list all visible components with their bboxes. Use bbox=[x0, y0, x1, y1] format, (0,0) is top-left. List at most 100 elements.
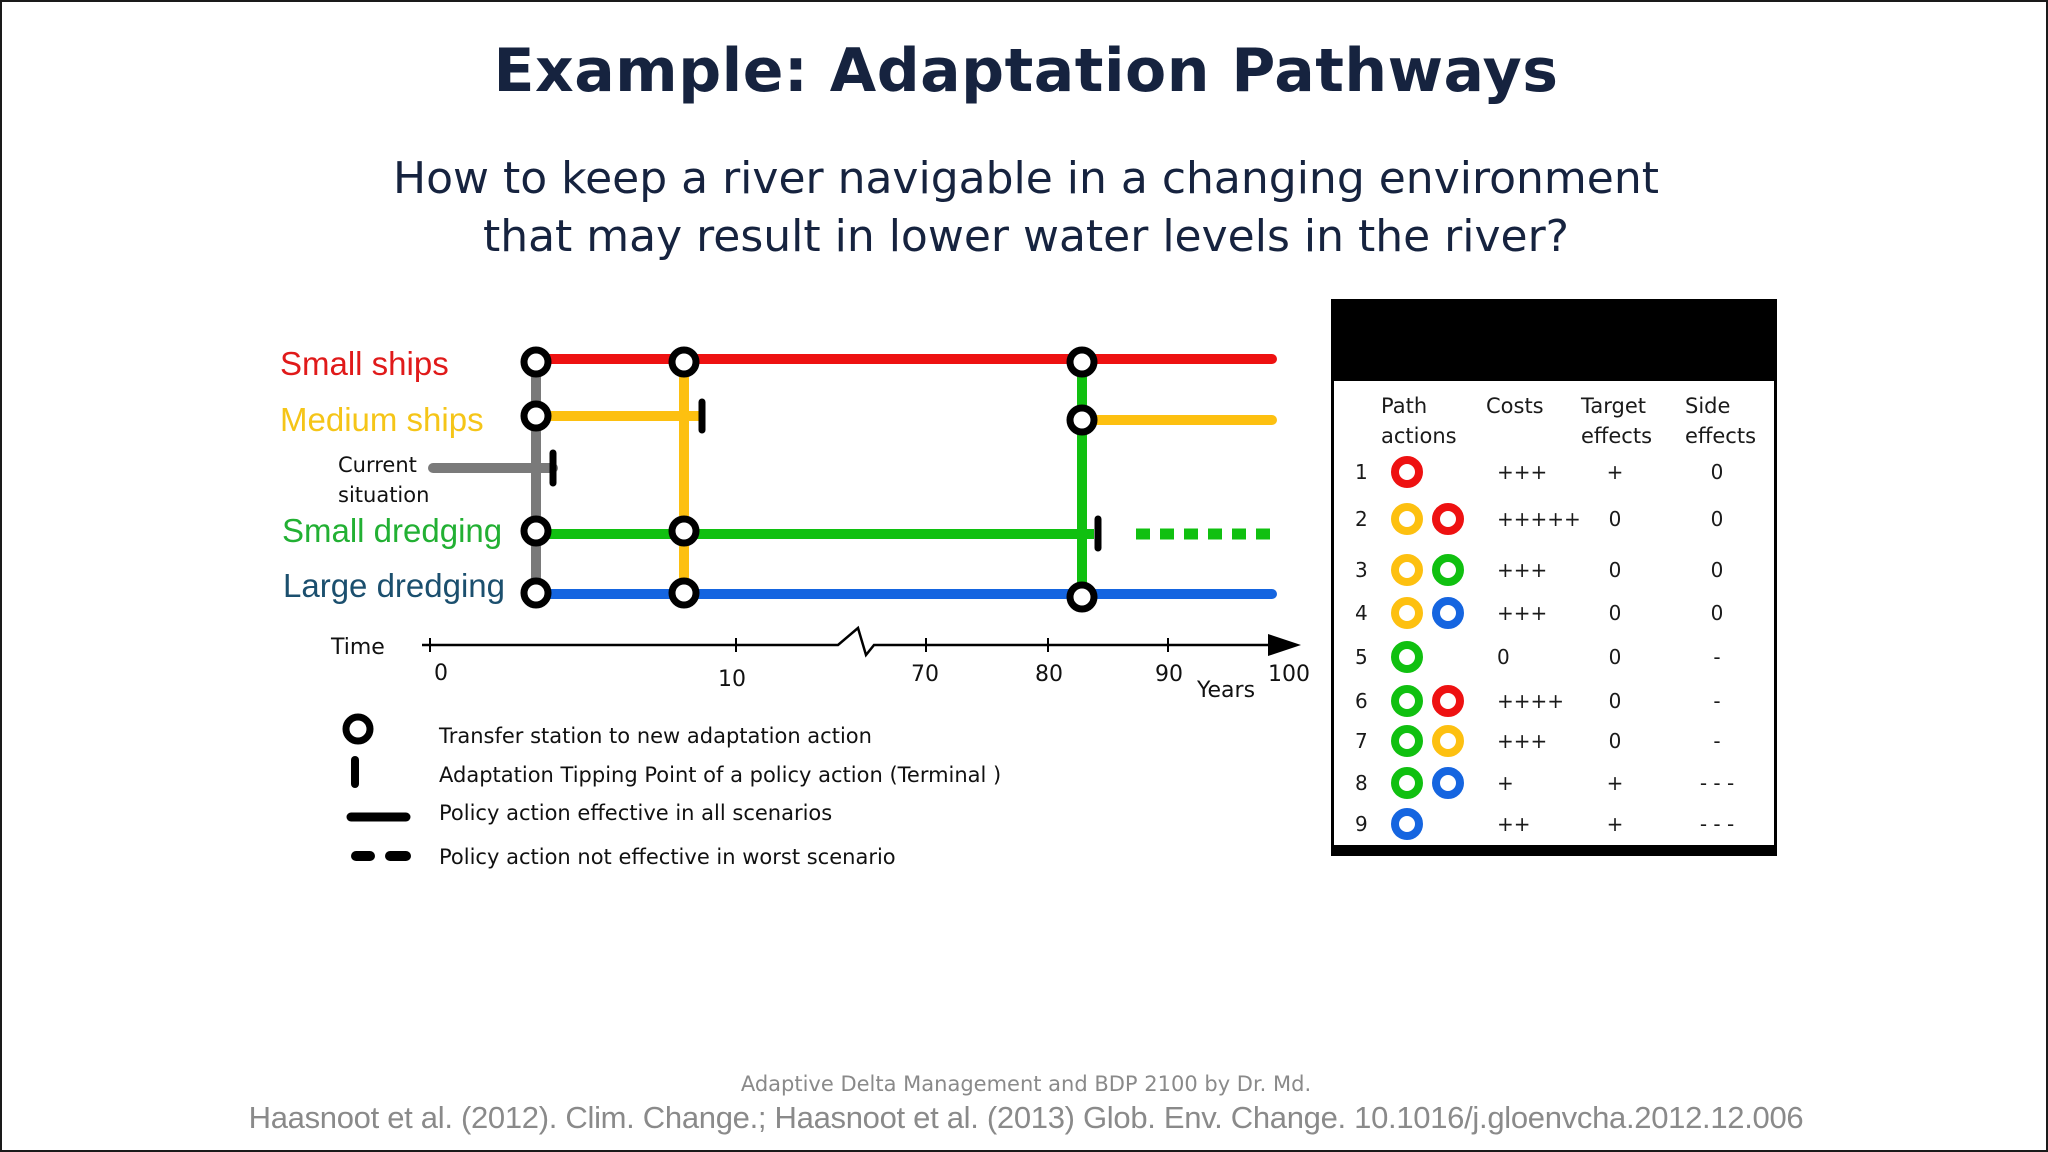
lane-label-small-dredging: Small dredging bbox=[282, 512, 502, 549]
table-row-number: 1 bbox=[1355, 460, 1368, 484]
legend-text: Transfer station to new adaptation actio… bbox=[438, 724, 872, 748]
table-row-number: 2 bbox=[1355, 507, 1368, 531]
table-header: Target bbox=[1580, 394, 1646, 418]
lane-label-medium-ships: Medium ships bbox=[280, 401, 484, 438]
axis-tick-label: 10 bbox=[718, 667, 746, 692]
transfer-station-circle bbox=[1066, 404, 1098, 436]
table-row-number: 8 bbox=[1355, 771, 1368, 795]
action-ring-large-dredging bbox=[1391, 808, 1423, 840]
action-ring-small-ships bbox=[1432, 685, 1464, 717]
time-axis-arrow bbox=[1268, 634, 1301, 656]
scorecard-panel: Path actions Costs Target effects Side effects… bbox=[1331, 299, 1777, 856]
time-axis-line bbox=[422, 625, 1272, 658]
table-cell-side: 0 bbox=[1711, 507, 1724, 531]
table-header: Path bbox=[1381, 394, 1427, 418]
table-header: effects bbox=[1685, 424, 1756, 448]
table-cell-target: 0 bbox=[1609, 645, 1622, 669]
lane-label-current-line-1: Current bbox=[338, 453, 417, 477]
table-row-number: 4 bbox=[1355, 601, 1368, 625]
table-cell-costs: +++ bbox=[1497, 601, 1547, 625]
transfer-station-circle-icon bbox=[342, 713, 374, 745]
action-ring-medium-ships bbox=[1391, 597, 1423, 629]
scorecard-header-bar bbox=[1331, 299, 1777, 381]
lane-label-current-line-2: situation bbox=[338, 483, 429, 507]
scorecard-table: Path actions Costs Target effects Side effects… bbox=[1355, 394, 1756, 840]
table-cell-side: 0 bbox=[1711, 558, 1724, 582]
table-header: Side bbox=[1685, 394, 1730, 418]
footer-reference: Haasnoot et al. (2012). Clim. Change.; H… bbox=[248, 1100, 1804, 1135]
footer-course: Adaptive Delta Management and BDP 2100 b… bbox=[740, 1072, 1312, 1096]
table-cell-target: 0 bbox=[1609, 729, 1622, 753]
table-row-number: 6 bbox=[1355, 689, 1368, 713]
slide-subtitle: How to keep a river navigable in a chang… bbox=[2, 150, 2046, 266]
axis-tick-label: 100 bbox=[1268, 662, 1310, 687]
table-header: effects bbox=[1581, 424, 1652, 448]
table-cell-costs: +++ bbox=[1497, 729, 1547, 753]
table-cell-side: 0 bbox=[1711, 601, 1724, 625]
subtitle-line-2: that may result in lower water levels in… bbox=[482, 211, 1570, 262]
legend-text: Policy action effective in all scenarios bbox=[439, 801, 832, 825]
transfer-station-circle bbox=[520, 577, 552, 609]
action-ring-small-dredging bbox=[1391, 725, 1423, 757]
transfer-station-circle bbox=[1066, 581, 1098, 613]
transfer-station-circle bbox=[668, 577, 700, 609]
action-ring-small-dredging bbox=[1432, 554, 1464, 586]
action-ring-small-dredging bbox=[1391, 767, 1423, 799]
table-cell-target: 0 bbox=[1609, 507, 1622, 531]
table-cell-side: - - - bbox=[1700, 812, 1734, 836]
table-cell-costs: +++ bbox=[1497, 558, 1547, 582]
transfer-station-circle bbox=[1066, 346, 1098, 378]
action-ring-small-dredging bbox=[1391, 641, 1423, 673]
table-cell-target: 0 bbox=[1609, 689, 1622, 713]
table-row-number: 9 bbox=[1355, 812, 1368, 836]
action-ring-large-dredging bbox=[1432, 767, 1464, 799]
subtitle-line-1: How to keep a river navigable in a chang… bbox=[393, 153, 1659, 204]
table-row-number: 7 bbox=[1355, 729, 1368, 753]
action-ring-small-ships bbox=[1391, 456, 1423, 488]
adaptation-pathways-diagram: Small ships Medium ships Current situati… bbox=[280, 345, 1310, 869]
legend-text: Policy action not effective in worst sce… bbox=[439, 845, 896, 869]
axis-tick-label: 80 bbox=[1035, 662, 1063, 687]
action-ring-medium-ships bbox=[1432, 725, 1464, 757]
axis-tick-label: 0 bbox=[434, 661, 448, 686]
transfer-station-circle bbox=[520, 515, 552, 547]
table-cell-costs: ++ bbox=[1497, 812, 1531, 836]
action-ring-medium-ships bbox=[1391, 554, 1423, 586]
action-ring-medium-ships bbox=[1391, 503, 1423, 535]
transfer-station-circle bbox=[668, 346, 700, 378]
table-cell-side: - - - bbox=[1700, 771, 1734, 795]
table-row-number: 3 bbox=[1355, 558, 1368, 582]
table-cell-side: - bbox=[1713, 729, 1720, 753]
slide-title: Example: Adaptation Pathways bbox=[493, 36, 1559, 106]
time-axis-label: Time bbox=[330, 635, 385, 660]
table-cell-costs: + bbox=[1497, 771, 1514, 795]
table-cell-costs: +++++ bbox=[1497, 507, 1581, 531]
axis-unit-label: Years bbox=[1196, 678, 1255, 703]
table-cell-costs: +++ bbox=[1497, 460, 1547, 484]
table-cell-target: 0 bbox=[1609, 558, 1622, 582]
table-row-number: 5 bbox=[1355, 645, 1368, 669]
action-ring-small-ships bbox=[1432, 503, 1464, 535]
axis-tick-label: 70 bbox=[911, 662, 939, 687]
table-cell-target: + bbox=[1607, 771, 1624, 795]
transfer-station-circle bbox=[520, 346, 552, 378]
table-cell-target: + bbox=[1607, 460, 1624, 484]
lane-label-large-dredging: Large dredging bbox=[283, 567, 505, 604]
table-cell-side: - bbox=[1713, 645, 1720, 669]
table-cell-side: - bbox=[1713, 689, 1720, 713]
action-ring-small-dredging bbox=[1391, 685, 1423, 717]
table-cell-costs: ++++ bbox=[1497, 689, 1564, 713]
action-ring-large-dredging bbox=[1432, 597, 1464, 629]
table-cell-target: + bbox=[1607, 812, 1624, 836]
table-header: actions bbox=[1381, 424, 1457, 448]
transfer-station-circle bbox=[668, 515, 700, 547]
lane-label-small-ships: Small ships bbox=[280, 345, 449, 382]
table-cell-target: 0 bbox=[1609, 601, 1622, 625]
scorecard-footer-bar bbox=[1331, 845, 1777, 856]
transfer-station-circle bbox=[520, 400, 552, 432]
legend-text: Adaptation Tipping Point of a policy act… bbox=[439, 763, 1001, 787]
table-header: Costs bbox=[1486, 394, 1544, 418]
axis-tick-label: 90 bbox=[1155, 662, 1183, 687]
table-cell-costs: 0 bbox=[1497, 645, 1510, 669]
